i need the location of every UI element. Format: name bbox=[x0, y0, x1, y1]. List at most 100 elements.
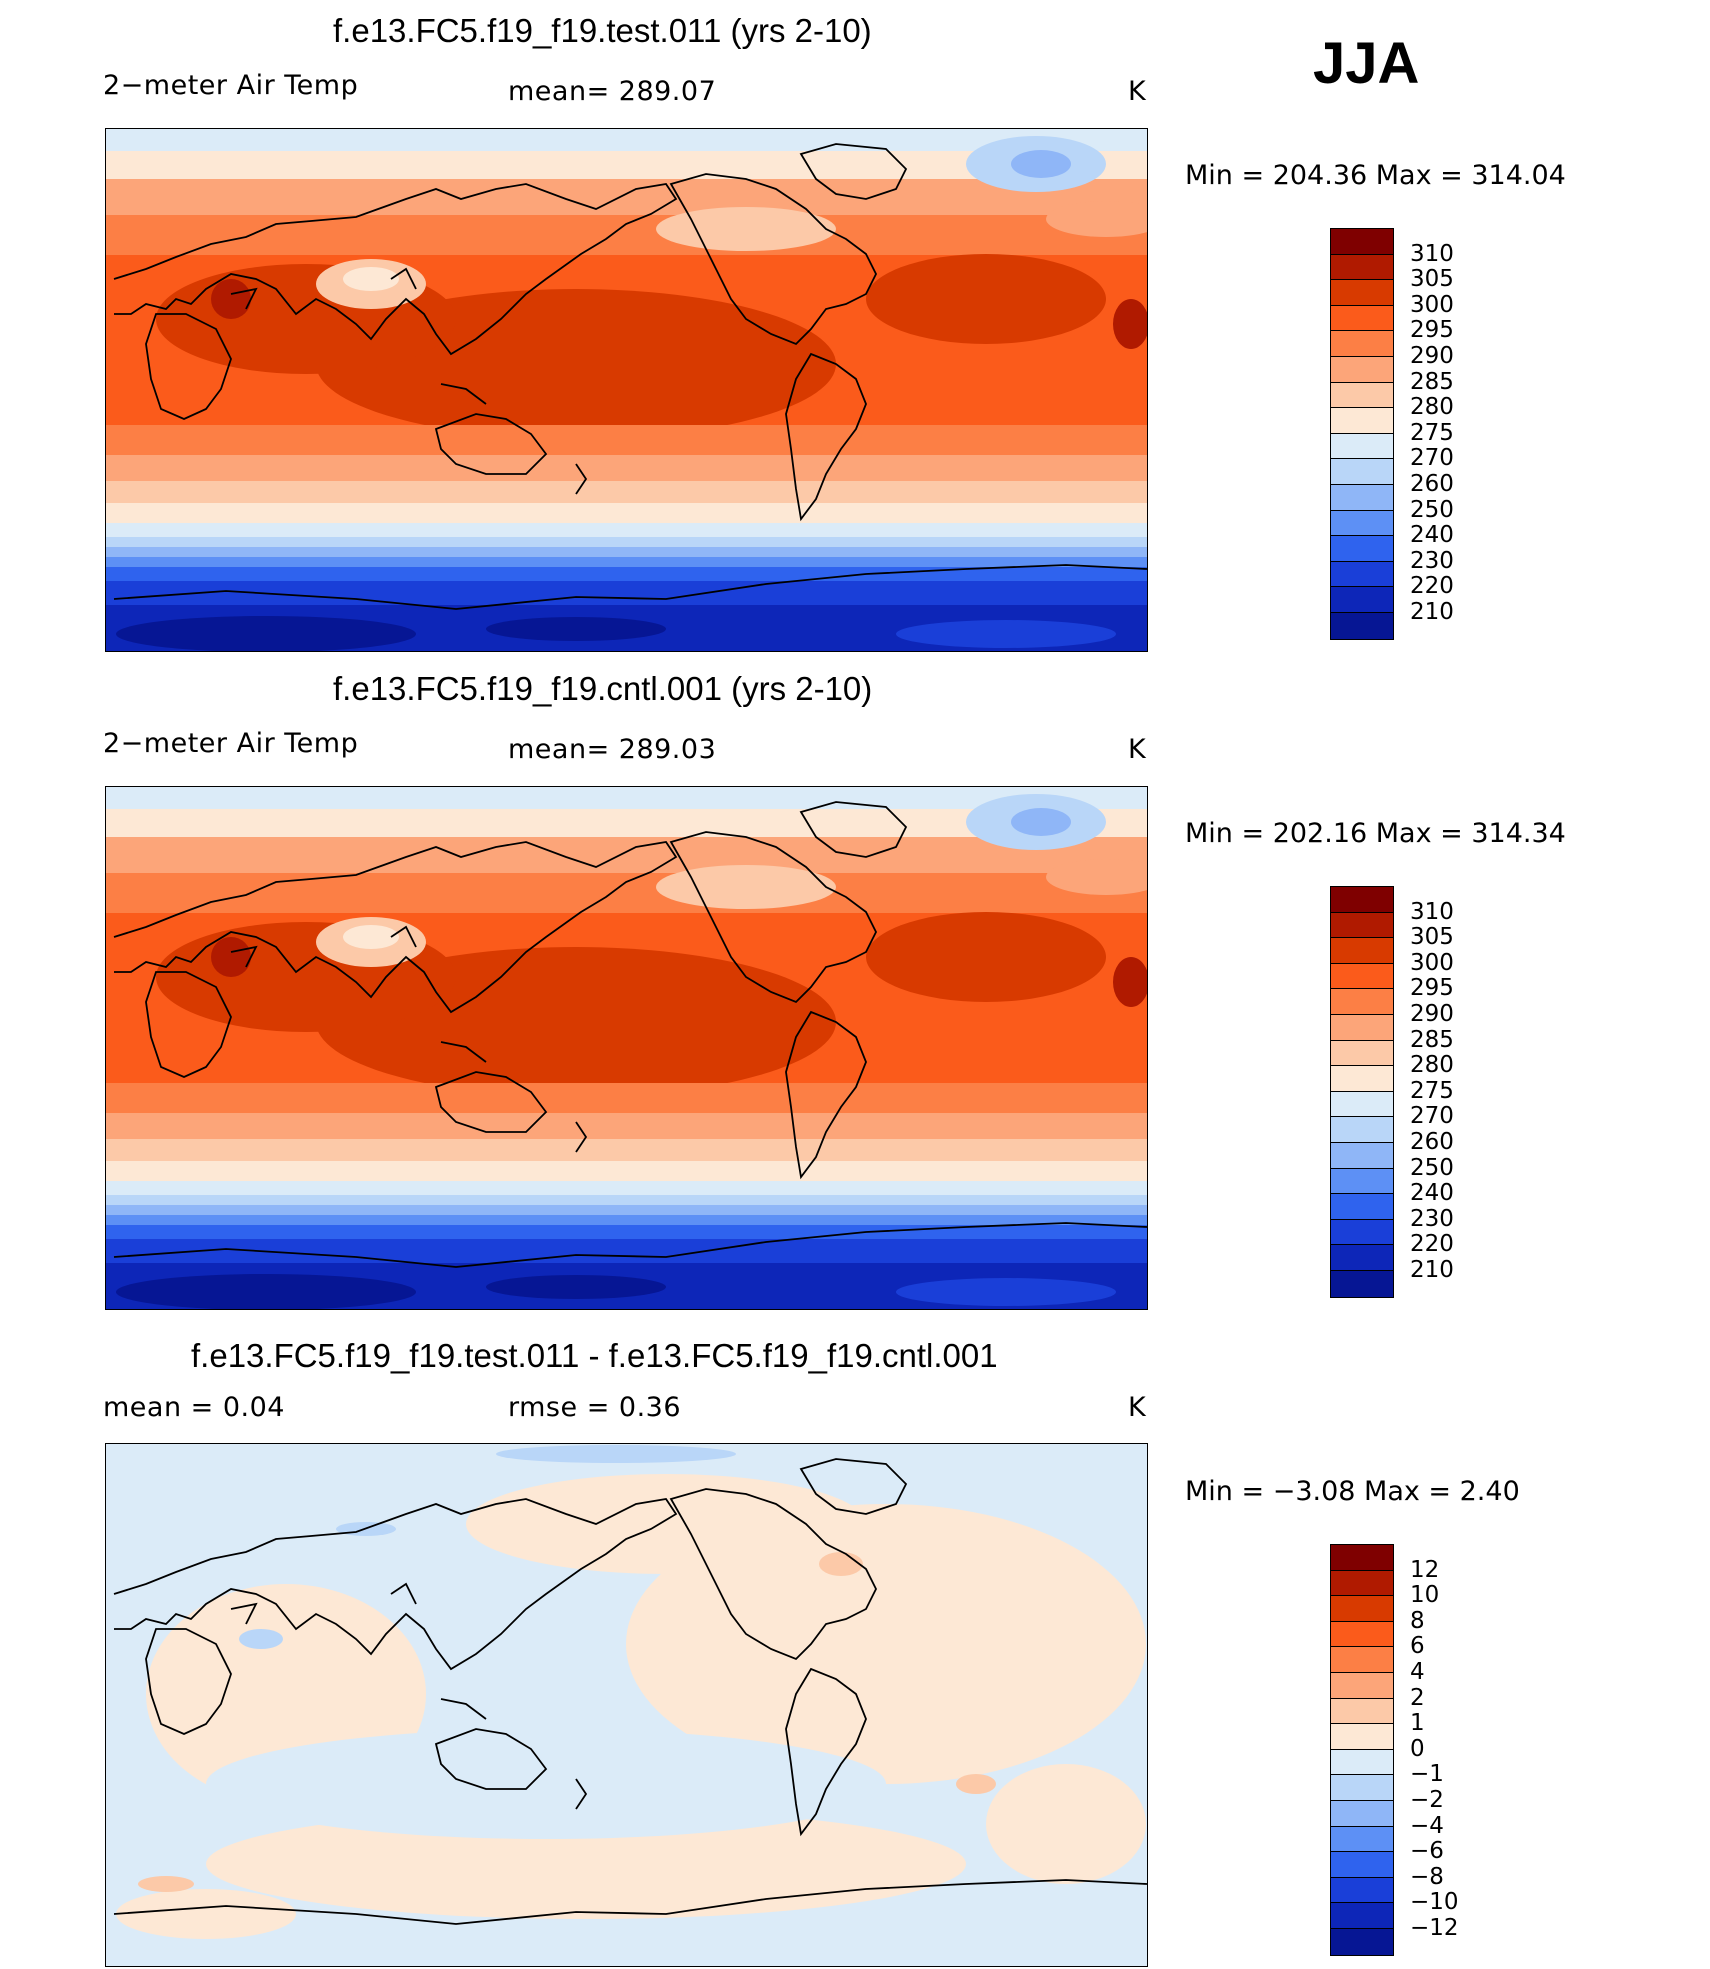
colorbar-swatch bbox=[1331, 1877, 1393, 1904]
colorbar-tick-label: 8 bbox=[1410, 1607, 1425, 1634]
colorbar-tick-label: 12 bbox=[1410, 1556, 1440, 1583]
colorbar-tick-label: 220 bbox=[1410, 573, 1454, 600]
colorbar-swatch bbox=[1331, 1903, 1393, 1929]
min-max-label: Min = 202.16 Max = 314.34 bbox=[1185, 818, 1566, 849]
colorbar-tick-label: 0 bbox=[1410, 1735, 1425, 1762]
mean-label: mean = 0.04 bbox=[103, 1392, 285, 1423]
variable-label: 2−meter Air Temp bbox=[103, 728, 359, 759]
temperature-map bbox=[105, 786, 1148, 1310]
colorbar-tick-label: 230 bbox=[1410, 1205, 1454, 1232]
colorbar-swatch bbox=[1331, 1168, 1393, 1195]
colorbar-tick-label: 285 bbox=[1410, 368, 1454, 395]
colorbar-tick-label: −1 bbox=[1410, 1761, 1444, 1788]
colorbar-tick-label: 300 bbox=[1410, 291, 1454, 318]
colorbar-swatch bbox=[1331, 1672, 1393, 1699]
colorbar-swatch bbox=[1331, 510, 1393, 537]
colorbar-tick-label: 305 bbox=[1410, 266, 1454, 293]
colorbar-swatch bbox=[1331, 1091, 1393, 1118]
colorbar-tick-label: 270 bbox=[1410, 445, 1454, 472]
colorbar-swatch bbox=[1331, 356, 1393, 383]
colorbar-swatch bbox=[1331, 963, 1393, 990]
colorbar-tick-label: 300 bbox=[1410, 949, 1454, 976]
colorbar-swatch bbox=[1331, 1545, 1393, 1571]
colorbar-tick-label: 1 bbox=[1410, 1710, 1425, 1737]
colorbar-swatch bbox=[1331, 1724, 1393, 1750]
colorbar-swatch bbox=[1331, 1749, 1393, 1776]
colorbar-tick-label: −4 bbox=[1410, 1812, 1444, 1839]
colorbar-tick-label: 220 bbox=[1410, 1231, 1454, 1258]
colorbar-swatch bbox=[1331, 280, 1393, 306]
colorbar-swatch bbox=[1331, 1852, 1393, 1878]
variable-label: 2−meter Air Temp bbox=[103, 70, 359, 101]
mean-label: mean= 289.03 bbox=[508, 734, 717, 765]
colorbar-tick-label: 310 bbox=[1410, 240, 1454, 267]
colorbar-tick-label: −12 bbox=[1410, 1915, 1459, 1941]
colorbar-tick-label: 310 bbox=[1410, 898, 1454, 925]
colorbar-swatch bbox=[1331, 1596, 1393, 1622]
colorbar-tick-label: 280 bbox=[1410, 1052, 1454, 1079]
colorbar-swatch bbox=[1331, 1117, 1393, 1143]
colorbar-tick-label: 10 bbox=[1410, 1582, 1440, 1609]
colorbar-tick-label: −8 bbox=[1410, 1863, 1444, 1890]
colorbar-tick-label: 290 bbox=[1410, 343, 1454, 369]
colorbar-tick-label: 250 bbox=[1410, 496, 1454, 523]
season-label: JJA bbox=[1313, 31, 1420, 96]
colorbar-swatch bbox=[1331, 1800, 1393, 1827]
colorbar-swatch bbox=[1331, 989, 1393, 1015]
colorbar-swatch bbox=[1331, 1014, 1393, 1041]
colorbar-swatch bbox=[1331, 587, 1393, 613]
colorbar-swatch bbox=[1331, 1647, 1393, 1673]
colorbar-swatch bbox=[1331, 887, 1393, 913]
colorbar-swatch bbox=[1331, 1570, 1393, 1597]
colorbar-swatch bbox=[1331, 1928, 1393, 1955]
colorbar-tick-label: 6 bbox=[1410, 1633, 1425, 1660]
colorbar-swatch bbox=[1331, 612, 1393, 639]
colorbar-swatch bbox=[1331, 1040, 1393, 1067]
colorbar-tick-label: 275 bbox=[1410, 1077, 1454, 1104]
difference-map bbox=[105, 1443, 1148, 1967]
colorbar-swatch bbox=[1331, 1270, 1393, 1297]
units-label: K bbox=[1128, 1392, 1147, 1423]
colorbar-swatch bbox=[1331, 459, 1393, 485]
colorbar-tick-label: −10 bbox=[1410, 1889, 1459, 1916]
colorbar-tick-label: −6 bbox=[1410, 1838, 1444, 1865]
colorbar-swatch bbox=[1331, 1775, 1393, 1801]
colorbar-swatch bbox=[1331, 1194, 1393, 1220]
colorbar-tick-label: 270 bbox=[1410, 1103, 1454, 1130]
colorbar-swatch bbox=[1331, 382, 1393, 409]
colorbar-tick-label: 210 bbox=[1410, 1257, 1454, 1283]
colorbar-swatch bbox=[1331, 331, 1393, 357]
colorbar-tick-label: 4 bbox=[1410, 1659, 1425, 1685]
colorbar-swatch bbox=[1331, 1826, 1393, 1853]
colorbar-tick-label: 295 bbox=[1410, 975, 1454, 1002]
panel-title: f.e13.FC5.f19_f19.test.011 - f.e13.FC5.f… bbox=[191, 1337, 998, 1374]
colorbar bbox=[1330, 228, 1394, 640]
colorbar-tick-label: 295 bbox=[1410, 317, 1454, 344]
colorbar-swatch bbox=[1331, 254, 1393, 281]
colorbar-tick-label: 280 bbox=[1410, 394, 1454, 421]
colorbar-tick-label: 260 bbox=[1410, 471, 1454, 497]
min-max-label: Min = 204.36 Max = 314.04 bbox=[1185, 160, 1566, 191]
colorbar-swatch bbox=[1331, 938, 1393, 964]
colorbar-tick-label: 285 bbox=[1410, 1026, 1454, 1053]
panel-title: f.e13.FC5.f19_f19.test.011 (yrs 2-10) bbox=[333, 12, 872, 49]
colorbar bbox=[1330, 886, 1394, 1298]
colorbar-tick-label: 2 bbox=[1410, 1684, 1425, 1711]
colorbar-tick-label: 210 bbox=[1410, 599, 1454, 625]
colorbar-tick-label: 305 bbox=[1410, 924, 1454, 951]
colorbar-swatch bbox=[1331, 912, 1393, 939]
colorbar-tick-label: 240 bbox=[1410, 1180, 1454, 1207]
colorbar-swatch bbox=[1331, 1142, 1393, 1169]
colorbar-swatch bbox=[1331, 305, 1393, 332]
min-max-label: Min = −3.08 Max = 2.40 bbox=[1185, 1476, 1520, 1507]
colorbar-swatch bbox=[1331, 433, 1393, 460]
colorbar-tick-label: 260 bbox=[1410, 1129, 1454, 1155]
units-label: K bbox=[1128, 76, 1147, 107]
colorbar-swatch bbox=[1331, 536, 1393, 562]
colorbar-swatch bbox=[1331, 1621, 1393, 1648]
panel-title: f.e13.FC5.f19_f19.cntl.001 (yrs 2-10) bbox=[333, 670, 873, 707]
colorbar-tick-label: 240 bbox=[1410, 522, 1454, 549]
colorbar-swatch bbox=[1331, 229, 1393, 255]
rmse-label: rmse = 0.36 bbox=[508, 1392, 682, 1423]
temperature-map bbox=[105, 128, 1148, 652]
